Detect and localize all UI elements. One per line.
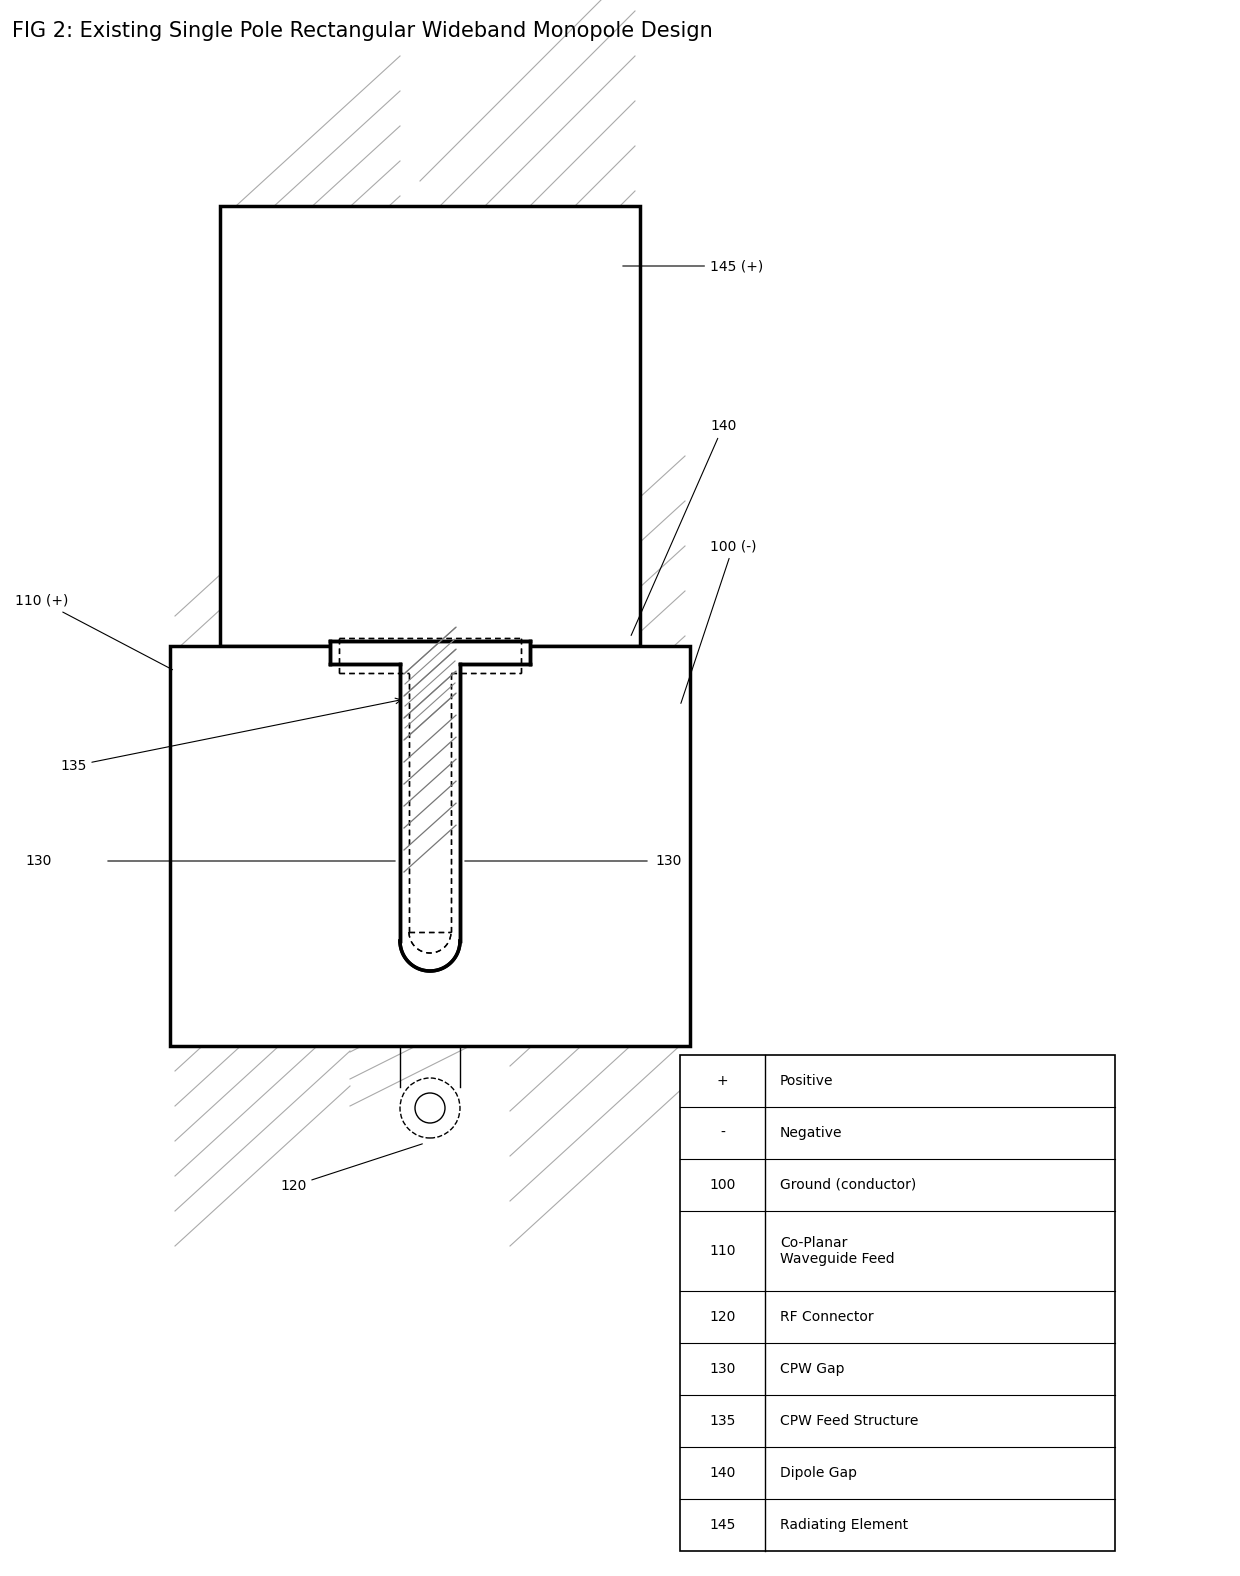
Text: 140: 140 [709,1466,735,1480]
Text: Dipole Gap: Dipole Gap [780,1466,857,1480]
Text: FIG 2: Existing Single Pole Rectangular Wideband Monopole Design: FIG 2: Existing Single Pole Rectangular … [12,20,713,41]
Text: RF Connector: RF Connector [780,1310,874,1324]
Text: +: + [717,1073,728,1087]
Bar [170,646,689,1046]
Text: 130: 130 [25,854,51,868]
Text: 145: 145 [709,1518,735,1532]
Text: 120: 120 [280,1144,423,1193]
Text: 120: 120 [709,1310,735,1324]
Text: 135: 135 [709,1414,735,1428]
Text: 130: 130 [655,854,681,868]
Text: 100: 100 [709,1177,735,1191]
Text: Positive: Positive [780,1073,833,1087]
Text: CPW Feed Structure: CPW Feed Structure [780,1414,919,1428]
Text: Negative: Negative [780,1125,842,1139]
Text: 100 (-): 100 (-) [681,539,756,703]
Text: CPW Gap: CPW Gap [780,1362,844,1376]
Text: 145 (+): 145 (+) [622,258,764,273]
Text: Ground (conductor): Ground (conductor) [780,1177,916,1191]
Bar [330,641,529,663]
Text: 140: 140 [631,419,737,635]
FancyBboxPatch shape [401,663,460,971]
Bar [219,206,640,646]
Text: Co-Planar
Waveguide Feed: Co-Planar Waveguide Feed [780,1236,894,1266]
Text: -: - [720,1125,725,1139]
Text: 130: 130 [709,1362,735,1376]
Bar [680,1054,1115,1551]
Text: 110 (+): 110 (+) [15,594,172,670]
Text: 110: 110 [709,1243,735,1258]
Text: 135: 135 [60,698,401,772]
Text: Radiating Element: Radiating Element [780,1518,908,1532]
